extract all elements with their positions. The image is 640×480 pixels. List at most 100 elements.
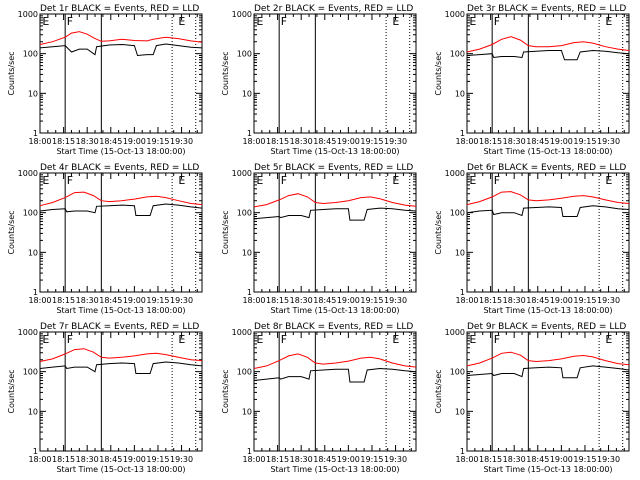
- plot-frame: [39, 13, 203, 134]
- x-tick-label: 18:45: [313, 296, 336, 305]
- attenuator-marker-f: F: [67, 333, 73, 346]
- x-tick-label: 18:30: [503, 137, 526, 146]
- series-line-lld: [466, 351, 630, 367]
- series-line-events: [253, 367, 417, 383]
- x-tick-label: 18:30: [503, 296, 526, 305]
- y-tick-label: 1: [247, 129, 252, 138]
- series-line-lld: [39, 31, 203, 45]
- y-axis-label: Counts/sec: [7, 210, 16, 254]
- x-tick-label: 19:15: [360, 296, 383, 305]
- y-tick-label: 1: [460, 288, 465, 297]
- chart-title: Det 7r BLACK = Events, RED = LLD: [40, 322, 199, 332]
- attenuator-marker-e: E: [392, 174, 399, 187]
- x-tick-label: 18:45: [526, 137, 549, 146]
- x-axis-label: Start Time (15-Oct-13 18:00:00): [270, 147, 399, 156]
- attenuator-marker-e: E: [178, 333, 185, 346]
- x-tick-label: 18:45: [99, 137, 122, 146]
- x-tick-label: 18:15: [479, 455, 502, 464]
- y-tick-label: 100: [237, 50, 252, 59]
- x-tick-label: 19:30: [597, 137, 620, 146]
- attenuator-marker-e: E: [469, 174, 476, 187]
- attenuator-marker-e: E: [178, 15, 185, 28]
- series-line-lld: [253, 193, 417, 208]
- x-tick-label: 19:15: [146, 296, 169, 305]
- y-tick-label: 10: [28, 89, 38, 98]
- x-tick-label: 18:15: [479, 137, 502, 146]
- y-axis-label: Counts/sec: [221, 51, 230, 95]
- chart-panel-7: Det 7r BLACK = Events, RED = LLD 1 10 100 10…: [7, 322, 203, 474]
- y-tick-label: 10: [242, 248, 252, 257]
- x-axis-label: Start Time (15-Oct-13 18:00:00): [270, 306, 399, 315]
- plot-frame: [253, 172, 417, 293]
- x-tick-label: 19:15: [146, 137, 169, 146]
- series-line-events: [253, 207, 417, 221]
- attenuator-marker-f: F: [67, 174, 73, 187]
- y-tick-label: 1000: [18, 169, 38, 178]
- y-axis-label: Counts/sec: [434, 51, 443, 95]
- attenuator-marker-e: E: [469, 15, 476, 28]
- x-tick-label: 18:15: [479, 296, 502, 305]
- attenuator-marker-e: E: [392, 333, 399, 346]
- attenuator-marker-e: E: [42, 174, 49, 187]
- y-tick-label: 1000: [445, 169, 465, 178]
- y-tick-label: 1: [33, 288, 38, 297]
- chart-panel-3: Det 3r BLACK = Events, RED = LLD 1 10 100 10…: [434, 4, 630, 156]
- x-tick-label: 18:00: [242, 137, 265, 146]
- series-line-events: [466, 49, 630, 61]
- y-tick-label: 10: [455, 89, 465, 98]
- x-tick-label: 19:30: [384, 296, 407, 305]
- x-tick-label: 18:00: [455, 137, 478, 146]
- x-tick-label: 18:00: [455, 455, 478, 464]
- series-line-lld: [39, 191, 203, 207]
- series-line-events: [39, 43, 203, 57]
- plot-frame: [466, 13, 630, 134]
- chart-panel-6: Det 6r BLACK = Events, RED = LLD 1 10 100 10…: [434, 163, 630, 315]
- x-tick-label: 19:00: [337, 137, 360, 146]
- chart-title: Det 6r BLACK = Events, RED = LLD: [467, 163, 626, 173]
- plot-frame: [39, 331, 203, 452]
- x-tick-label: 18:45: [526, 296, 549, 305]
- attenuator-marker-e: E: [469, 333, 476, 346]
- attenuator-marker-f: F: [281, 174, 287, 187]
- series-line-events: [466, 205, 630, 217]
- x-tick-label: 18:30: [76, 137, 99, 146]
- plot-frame: [253, 331, 417, 452]
- x-tick-label: 19:00: [123, 296, 146, 305]
- attenuator-marker-f: F: [494, 333, 500, 346]
- x-tick-label: 18:15: [52, 137, 75, 146]
- x-tick-label: 19:15: [360, 455, 383, 464]
- x-tick-label: 18:30: [76, 296, 99, 305]
- x-tick-label: 19:15: [146, 455, 169, 464]
- attenuator-marker-e: E: [42, 15, 49, 28]
- x-tick-label: 18:45: [313, 137, 336, 146]
- y-tick-label: 10: [28, 407, 38, 416]
- x-axis-label: Start Time (15-Oct-13 18:00:00): [483, 465, 612, 474]
- x-axis-label: Start Time (15-Oct-13 18:00:00): [270, 465, 399, 474]
- attenuator-marker-f: F: [494, 15, 500, 28]
- chart-panel-2: Det 2r BLACK = Events, RED = LLD 1 10 100 10…: [221, 4, 417, 156]
- chart-title: Det 1r BLACK = Events, RED = LLD: [40, 4, 199, 14]
- y-tick-label: 100: [23, 368, 38, 377]
- x-tick-label: 18:00: [242, 455, 265, 464]
- y-tick-label: 1000: [232, 328, 252, 337]
- x-tick-label: 19:15: [573, 137, 596, 146]
- x-tick-label: 19:30: [384, 455, 407, 464]
- y-tick-label: 1000: [445, 328, 465, 337]
- y-tick-label: 1: [33, 129, 38, 138]
- series-line-lld: [39, 348, 203, 362]
- x-tick-label: 18:30: [290, 296, 313, 305]
- y-tick-label: 10: [455, 248, 465, 257]
- y-tick-label: 10: [242, 89, 252, 98]
- x-tick-label: 19:30: [170, 296, 193, 305]
- chart-panel-5: Det 5r BLACK = Events, RED = LLD 1 10 100 10…: [221, 163, 417, 315]
- x-tick-label: 19:00: [337, 455, 360, 464]
- y-tick-label: 100: [237, 368, 252, 377]
- x-tick-label: 19:15: [573, 296, 596, 305]
- x-tick-label: 19:00: [337, 296, 360, 305]
- y-tick-label: 100: [23, 209, 38, 218]
- x-tick-label: 18:30: [290, 137, 313, 146]
- series-line-lld: [253, 353, 417, 369]
- y-tick-label: 100: [450, 368, 465, 377]
- plot-frame: [39, 172, 203, 293]
- x-tick-label: 18:15: [266, 296, 289, 305]
